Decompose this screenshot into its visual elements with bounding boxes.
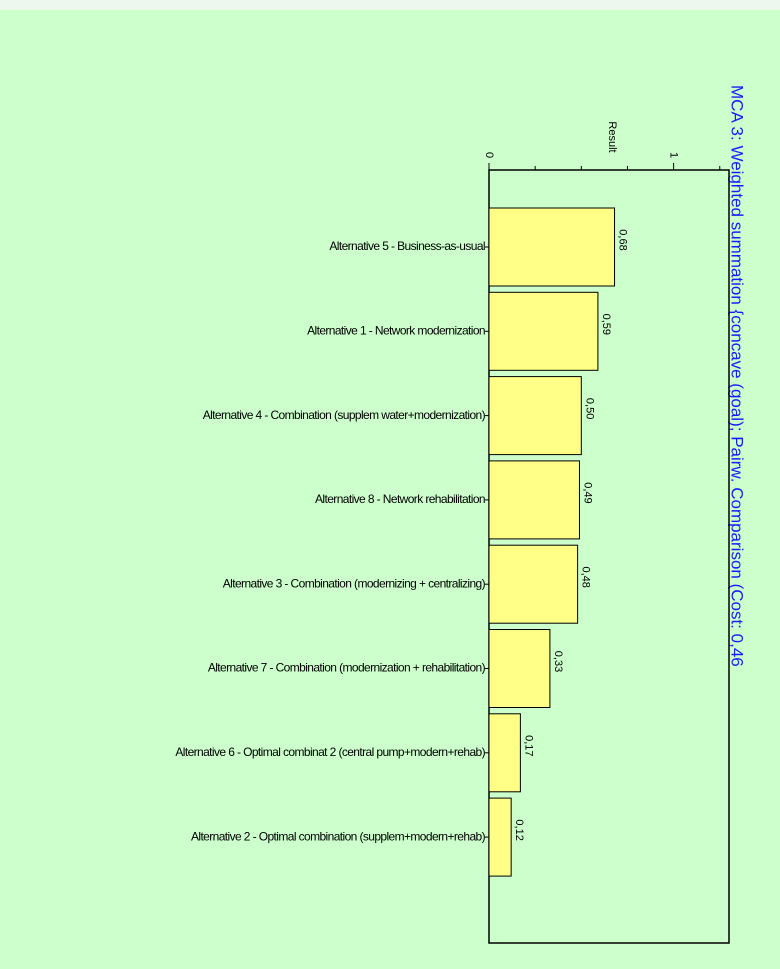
y-tick-label: Alternative 2 - Optimal combination (sup… (191, 829, 486, 843)
value-label: 0,48 (580, 566, 592, 587)
bar (488, 291, 599, 371)
y-tick-label: Alternative 5 - Business-as-usual (329, 239, 485, 253)
y-tick-label: Alternative 7 - Combination (modernizati… (208, 661, 486, 675)
value-label: 0,59 (600, 314, 612, 335)
y-tick-label: Alternative 8 - Network rehabilitation (315, 492, 485, 506)
value-label: 0,50 (583, 398, 595, 419)
value-label: 0,33 (552, 651, 564, 672)
bar (488, 544, 579, 624)
value-label: 0,17 (522, 735, 534, 756)
y-tick-label: Alternative 1 - Network modernization (307, 323, 485, 337)
y-tick-label: Alternative 4 - Combination (supplem wat… (203, 408, 486, 422)
bar (488, 460, 580, 540)
chart-title: MCA 3: Weighted summation {concave (goal… (728, 85, 747, 667)
top-strip (0, 0, 780, 10)
axis-label: Result (606, 121, 618, 152)
y-tick-label: Alternative 3 - Combination (modernizing… (223, 576, 486, 590)
bar (488, 207, 616, 287)
bar (488, 797, 512, 877)
bar (488, 376, 582, 456)
value-label: 0,68 (617, 229, 629, 250)
bar (488, 713, 521, 793)
value-label: 0,49 (582, 482, 594, 503)
x-tick-label: 0 (483, 152, 495, 158)
bar (488, 629, 551, 708)
value-label: 0,12 (513, 819, 525, 840)
y-tick-label: Alternative 6 - Optimal combinat 2 (cent… (175, 745, 485, 759)
x-tick-label: 1 (668, 152, 680, 158)
